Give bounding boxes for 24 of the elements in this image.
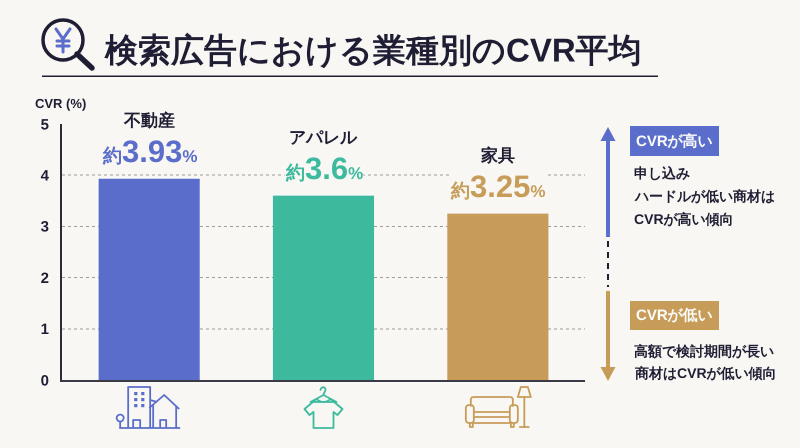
text: CVRが高い — [636, 132, 713, 150]
data-label: 約3.6% — [285, 151, 364, 186]
chart-title: 検索広告における業種別のCVR平均 — [104, 32, 642, 69]
y-tick-label: 0 — [40, 372, 49, 390]
text: ハードルが低い商材は — [634, 188, 775, 204]
data-label: 約3.93% — [102, 134, 198, 169]
y-tick-label: 2 — [40, 270, 49, 287]
y-tick-label: 1 — [40, 321, 49, 338]
text: 商材はCVRが低い傾向 — [634, 365, 777, 381]
text: 高額で検討期間が長い — [634, 343, 774, 359]
bar — [447, 214, 548, 380]
y-tick-label: 3 — [40, 218, 49, 236]
x-tick-label: 不動産 — [123, 111, 175, 130]
data-label: 約3.25% — [450, 169, 546, 204]
text: CVRが高い傾向 — [634, 211, 734, 227]
bar — [98, 178, 200, 380]
text: CVRが低い — [636, 307, 713, 324]
bar — [272, 196, 374, 380]
x-tick-label: アパレル — [289, 128, 358, 147]
y-tick-label: 4 — [40, 167, 50, 184]
x-tick-label: 家具 — [480, 146, 515, 165]
y-tick-label: 5 — [40, 116, 49, 134]
text: 申し込み — [634, 165, 690, 181]
y-axis-title: CVR (%) — [35, 96, 86, 111]
